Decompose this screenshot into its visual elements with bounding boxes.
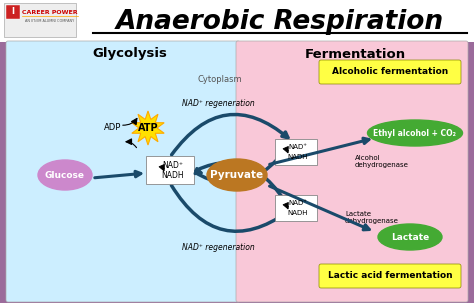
Text: NAD⁺: NAD⁺ (289, 200, 308, 206)
Text: Lactic acid fermentation: Lactic acid fermentation (328, 271, 452, 281)
Bar (0, 0, 474, 42)
Text: Anaerobic Respiration: Anaerobic Respiration (116, 9, 444, 35)
Text: NAD⁺: NAD⁺ (163, 161, 183, 169)
Text: NAD⁺: NAD⁺ (289, 144, 308, 150)
Text: Glycolysis: Glycolysis (92, 48, 167, 61)
Text: NADH: NADH (288, 154, 308, 160)
Text: NADH: NADH (288, 210, 308, 216)
FancyBboxPatch shape (275, 195, 317, 221)
Text: Alcohol
dehydrogenase: Alcohol dehydrogenase (355, 155, 409, 168)
Text: NADH: NADH (162, 171, 184, 181)
Text: Alcoholic fermentation: Alcoholic fermentation (332, 68, 448, 76)
FancyBboxPatch shape (6, 41, 240, 302)
FancyBboxPatch shape (4, 3, 76, 37)
Ellipse shape (367, 120, 463, 146)
Text: ATP: ATP (137, 123, 158, 133)
Text: I: I (11, 8, 15, 16)
Text: AN IIT/IIM ALUMNI COMPANY: AN IIT/IIM ALUMNI COMPANY (26, 19, 74, 23)
Ellipse shape (38, 160, 92, 190)
Text: Cytoplasm: Cytoplasm (198, 75, 242, 85)
Text: Glucose: Glucose (45, 171, 85, 179)
FancyBboxPatch shape (319, 264, 461, 288)
Text: ADP: ADP (104, 124, 122, 132)
Text: Lactate: Lactate (391, 232, 429, 241)
Text: CAREER POWER: CAREER POWER (22, 11, 78, 15)
FancyBboxPatch shape (275, 139, 317, 165)
Ellipse shape (378, 224, 442, 250)
Polygon shape (132, 111, 164, 145)
FancyBboxPatch shape (236, 41, 468, 302)
Text: Ethyl alcohol + CO₂: Ethyl alcohol + CO₂ (374, 128, 456, 138)
Text: Lactate
dehydrogenase: Lactate dehydrogenase (345, 211, 399, 225)
FancyBboxPatch shape (319, 60, 461, 84)
FancyBboxPatch shape (146, 156, 194, 184)
Text: Fermentation: Fermentation (304, 48, 406, 61)
Text: NAD⁺ regeneration: NAD⁺ regeneration (182, 98, 255, 108)
Ellipse shape (207, 159, 267, 191)
FancyBboxPatch shape (6, 5, 20, 19)
Text: Pyruvate: Pyruvate (210, 170, 264, 180)
Text: NAD⁺ regeneration: NAD⁺ regeneration (182, 242, 255, 251)
